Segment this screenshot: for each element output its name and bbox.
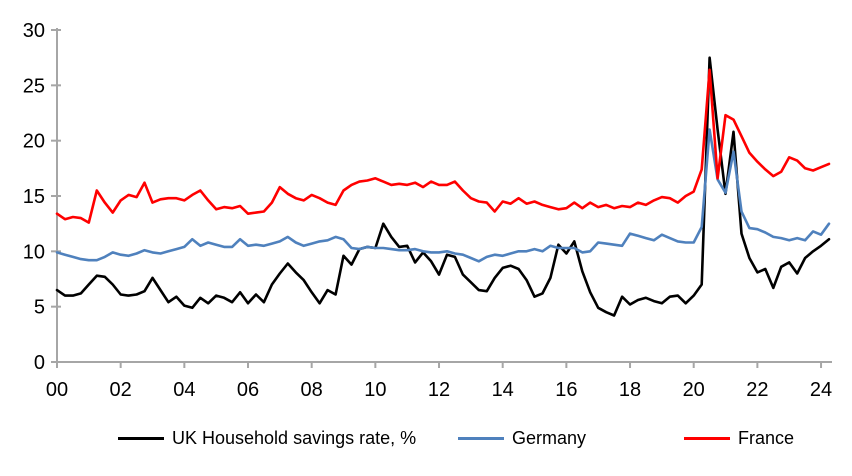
x-tick-label: 10 [364,379,386,401]
legend-item-uk: UK Household savings rate, % [118,426,416,450]
x-tick-label: 04 [173,379,195,401]
legend-label-france: France [738,427,795,448]
x-tick-label: 00 [46,379,68,401]
x-tick-label: 22 [746,379,768,401]
x-tick-label: 24 [810,379,832,401]
y-tick-label: 10 [23,241,45,263]
legend-label-uk: UK Household savings rate, % [172,427,417,448]
x-tick-label: 06 [237,379,259,401]
x-tick-label: 16 [555,379,577,401]
x-tick-label: 14 [492,379,514,401]
x-tick-label: 02 [110,379,132,401]
y-tick-label: 5 [34,297,45,319]
y-tick-label: 30 [23,20,45,42]
chart-legend: UK Household savings rate, % Germany Fra… [0,426,852,456]
legend-item-germany: Germany [458,426,586,450]
x-tick-label: 18 [619,379,641,401]
x-tick-label: 12 [428,379,450,401]
series-line-uk [55,56,831,317]
germany-line-swatch [458,436,504,440]
series-line-france [55,68,831,224]
y-tick-label: 0 [34,352,45,374]
x-tick-label: 08 [301,379,323,401]
y-tick-label: 25 [23,75,45,97]
uk-line-swatch [118,436,164,440]
legend-item-france: France [684,426,794,450]
france-line-swatch [684,436,730,440]
x-tick-label: 20 [683,379,705,401]
y-tick-label: 20 [23,131,45,153]
y-tick-label: 15 [23,186,45,208]
legend-label-germany: Germany [512,427,587,448]
series-line-germany [55,128,831,263]
chart-plot-area: 0 5 10 15 20 25 30 00 02 04 06 08 10 12 14 16 18 20 22 24 [23,20,832,401]
